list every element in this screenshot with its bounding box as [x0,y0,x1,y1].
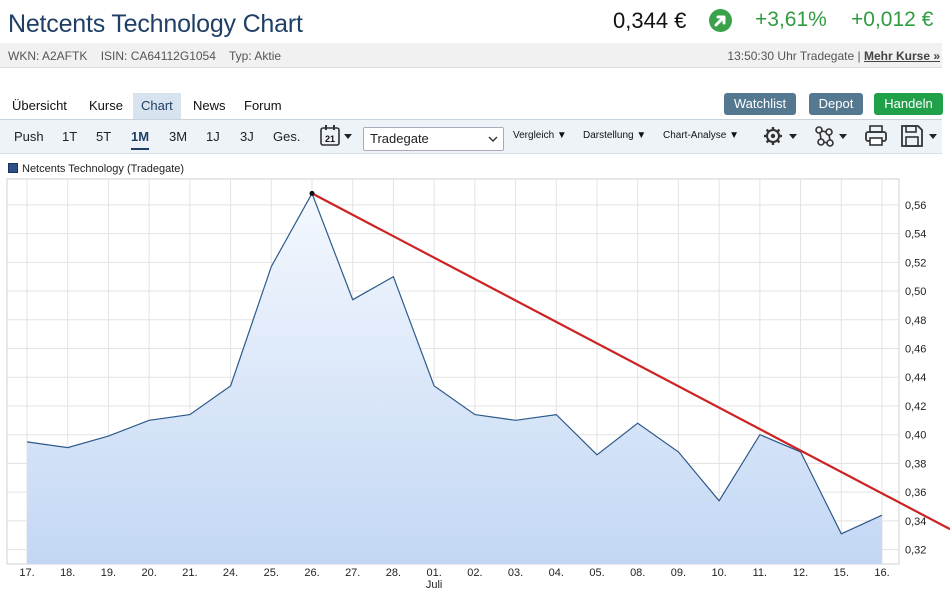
x-tick-label: 26. [304,567,319,579]
x-tick-label: 03. [508,567,523,579]
x-tick-label: 17. [19,567,34,579]
gear-icon[interactable] [762,124,800,153]
range-push[interactable]: Push [14,129,44,144]
x-tick-label: 15. [834,567,849,579]
chevron-down-icon [488,136,498,142]
header: Netcents Technology Chart 0,344 € +3,61%… [0,0,950,42]
printer-icon[interactable] [864,124,888,153]
more-prices-link[interactable]: Mehr Kurse » [863,49,940,63]
tab-forum[interactable]: Forum [244,98,282,113]
y-tick-label: 0,48 [905,315,926,327]
x-tick-label: 20. [141,567,156,579]
x-tick-label: 19. [101,567,116,579]
price-chart[interactable]: 17. 18. 19. 20. 21. 24. 25. 26. 27. 28. 01. 02. 03. 0… [0,176,950,593]
depot-button[interactable]: Depot [809,93,863,115]
y-tick-label: 0,44 [905,372,926,384]
range-5t[interactable]: 5T [96,129,112,144]
security-info-bar: WKN: A2AFTK ISIN: CA64112G1054 Typ: Akti… [0,43,942,68]
change-percent: +3,61% [755,8,827,31]
y-tick-label: 0,40 [905,430,926,442]
menu-darstellung-label: Darstellung [583,130,634,141]
tab-news[interactable]: News [193,98,226,113]
venue-select-value: Tradegate [370,131,429,146]
menu-chart-analyse[interactable]: Chart-Analyse ▼ [663,130,740,141]
arrow-up-right-icon [709,9,732,32]
y-tick-label: 0,38 [905,458,926,470]
wkn-label: WKN: A2AFTK [8,49,88,63]
menu-chart-analyse-label: Chart-Analyse [663,130,727,141]
x-tick-label: 24. [223,567,238,579]
x-tick-label: 10. [711,567,726,579]
range-1t[interactable]: 1T [62,129,78,144]
price-line [26,191,883,535]
change-absolute: +0,012 € [851,8,934,31]
x-tick-label: 11. [753,567,767,579]
price-area [27,193,882,564]
x-tick-label: 08. [630,567,645,579]
separator: | [857,49,861,63]
x-tick-label: 12. [793,567,808,579]
x-tick-label: 09. [671,567,686,579]
venue-select[interactable]: Tradegate [363,127,504,151]
x-tick-label: 21. [182,567,197,579]
x-tick-label: 02. [467,567,482,579]
watchlist-button[interactable]: Watchlist [724,93,796,115]
y-axis: 0,32 0,34 0,36 0,38 0,40 0,42 0,44 0,46 0,48 0,50… [905,200,926,557]
save-icon[interactable] [900,124,942,153]
legend-label: Netcents Technology (Tradegate) [22,163,185,175]
handeln-button[interactable]: Handeln [874,93,943,115]
menu-vergleich[interactable]: Vergleich ▼ [513,130,567,141]
quote-time: 13:50:30 Uhr Tradegate [727,49,855,63]
menu-darstellung[interactable]: Darstellung ▼ [583,130,647,141]
y-tick-label: 0,36 [905,487,926,499]
chart-legend: Netcents Technology (Tradegate) [8,163,184,175]
y-tick-label: 0,46 [905,344,926,356]
trend-line[interactable] [311,192,950,531]
x-axis: 17. 18. 19. 20. 21. 24. 25. 26. 27. 28. 01. 02. 03. 0… [19,567,889,591]
x-tick-label: 27. [345,567,360,579]
range-1j[interactable]: 1J [206,129,220,144]
x-tick-label: 05. [589,567,604,579]
x-tick-label: 18. [60,567,75,579]
range-ges[interactable]: Ges. [273,129,301,144]
range-3m[interactable]: 3M [169,129,188,144]
y-tick-label: 0,54 [905,229,926,241]
calendar-day: 21 [325,134,335,144]
legend-swatch [8,163,18,173]
nav-tabs: Übersicht Kurse Chart News Forum [0,93,942,120]
trend-anchor-point[interactable] [309,190,315,196]
y-tick-label: 0,52 [905,257,926,269]
x-tick-label: 04. [549,567,564,579]
page-title: Netcents Technology Chart [8,10,303,38]
current-price: 0,344 € [613,8,687,33]
calendar-icon[interactable]: 21 [319,124,355,153]
chart-toolbar: Push 1T 5T 1M 3M 1J 3J Ges. 21 Tradegate… [0,120,942,154]
type-label: Typ: Aktie [229,49,282,63]
network-icon[interactable] [814,124,852,153]
y-tick-label: 0,34 [905,516,926,528]
isin-label: ISIN: CA64112G1054 [100,49,216,63]
tab-chart[interactable]: Chart [133,93,181,119]
range-3j[interactable]: 3J [240,129,254,144]
x-tick-label: 28. [386,567,401,579]
y-tick-label: 0,50 [905,286,926,298]
menu-vergleich-label: Vergleich [513,130,555,141]
tab-uebersicht[interactable]: Übersicht [12,98,67,113]
x-tick-label: 01. [426,567,441,579]
range-1m[interactable]: 1M [131,129,150,150]
y-tick-label: 0,42 [905,401,926,413]
tab-kurse[interactable]: Kurse [89,98,123,113]
y-tick-label: 0,32 [905,545,926,557]
x-tick-label: 16. [874,567,889,579]
month-label: Juli [426,579,443,591]
y-tick-label: 0,56 [905,200,926,212]
x-tick-label: 25. [264,567,279,579]
